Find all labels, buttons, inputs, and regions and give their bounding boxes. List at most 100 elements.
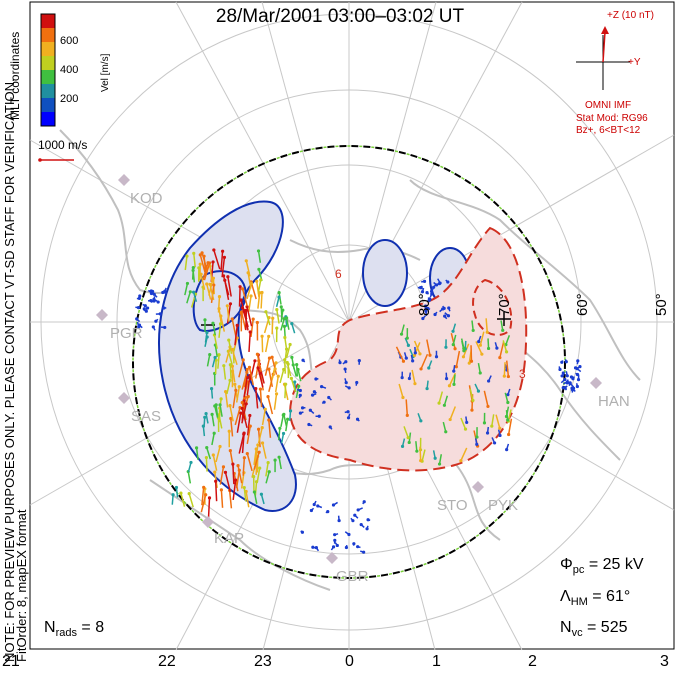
velocity-point	[219, 488, 223, 492]
velocity-point	[282, 324, 287, 328]
velocity-vector	[241, 288, 248, 307]
velocity-vector	[275, 296, 280, 307]
velocity-point	[231, 462, 235, 466]
velocity-point	[145, 306, 150, 310]
velocity-point	[433, 456, 437, 460]
velocity-point	[152, 297, 156, 301]
velocity-point	[407, 440, 411, 445]
velocity-vector	[232, 390, 237, 409]
velocity-vector	[200, 494, 207, 513]
velocity-point	[267, 356, 272, 360]
velocity-point	[274, 392, 279, 396]
velocity-point	[291, 363, 295, 367]
velocity-point	[401, 359, 406, 363]
velocity-point	[312, 502, 316, 507]
velocity-point	[137, 296, 141, 301]
velocity-point	[242, 456, 246, 460]
velocity-point	[227, 338, 231, 342]
velocity-vector	[186, 291, 192, 304]
velocity-vector	[205, 283, 212, 300]
velocity-point	[575, 384, 579, 389]
velocity-point	[346, 410, 350, 414]
velocity-vector	[491, 414, 495, 427]
velocity-vector	[455, 350, 461, 367]
velocity-point	[477, 340, 481, 344]
velocity-point	[446, 280, 450, 284]
velocity-point	[421, 316, 425, 321]
velocity-vector	[505, 335, 511, 345]
velocity-point	[158, 312, 162, 316]
velocity-colorbar	[40, 13, 56, 127]
velocity-point	[242, 485, 246, 490]
velocity-point	[209, 387, 214, 391]
velocity-point	[202, 485, 206, 489]
velocity-point	[219, 397, 223, 401]
velocity-point	[282, 317, 286, 321]
velocity-point	[442, 403, 447, 407]
velocity-vector	[278, 292, 282, 305]
velocity-vector	[229, 405, 234, 422]
velocity-point	[463, 427, 468, 431]
velocity-vector	[193, 253, 196, 268]
velocity-vector	[265, 471, 270, 484]
velocity-vector	[257, 367, 264, 388]
velocity-vector	[195, 447, 199, 460]
velocity-point	[337, 518, 341, 523]
velocity-point	[310, 393, 315, 397]
velocity-vector	[460, 417, 467, 430]
velocity-point	[154, 319, 158, 323]
velocity-point	[204, 412, 208, 416]
velocity-point	[507, 432, 511, 437]
velocity-point	[290, 355, 294, 359]
velocity-point	[308, 408, 312, 412]
velocity-point	[224, 390, 228, 394]
velocity-point	[506, 374, 510, 379]
velocity-point	[576, 359, 580, 363]
velocity-point	[161, 290, 165, 295]
velocity-vector	[220, 251, 224, 272]
velocity-vector	[421, 449, 426, 462]
colorbar-swatch	[41, 42, 55, 56]
velocity-vector	[495, 414, 501, 429]
imf-z-label: +Z (10 nT)	[607, 10, 654, 21]
velocity-point	[454, 365, 458, 369]
velocity-point	[217, 353, 221, 357]
velocity-point	[142, 307, 146, 311]
velocity-vector	[257, 427, 263, 444]
velocity-point	[137, 325, 141, 329]
velocity-point	[465, 420, 469, 425]
velocity-point	[267, 418, 271, 422]
velocity-point	[333, 538, 337, 542]
velocity-point	[174, 485, 179, 490]
velocity-vector	[505, 410, 509, 421]
velocity-point	[200, 251, 204, 255]
velocity-point	[355, 417, 360, 421]
velocity-point	[578, 364, 582, 369]
velocity-vector	[187, 471, 192, 484]
velocity-point	[427, 366, 431, 370]
velocity-point	[418, 285, 423, 290]
velocity-vector	[403, 426, 409, 438]
mlt-label: 21	[2, 653, 20, 670]
velocity-vector	[214, 481, 218, 502]
scale-vector-label: 1000 m/s	[38, 138, 88, 152]
velocity-point	[425, 291, 429, 295]
velocity-point	[451, 342, 455, 347]
velocity-vector	[460, 447, 468, 462]
velocity-point	[506, 393, 510, 397]
velocity-point	[432, 285, 436, 289]
velocity-point	[245, 367, 249, 372]
velocity-vector	[283, 414, 288, 427]
velocity-point	[240, 400, 244, 405]
velocity-point	[317, 414, 321, 418]
velocity-vector	[238, 433, 245, 454]
velocity-vector	[210, 388, 214, 399]
velocity-point	[352, 542, 356, 546]
velocity-vector	[205, 457, 208, 472]
velocity-point	[228, 404, 232, 408]
velocity-vector	[292, 364, 297, 377]
velocity-point	[156, 300, 160, 304]
mlt-label: 23	[254, 653, 272, 670]
colorbar-tick: 200	[60, 93, 79, 105]
velocity-point	[506, 400, 510, 405]
